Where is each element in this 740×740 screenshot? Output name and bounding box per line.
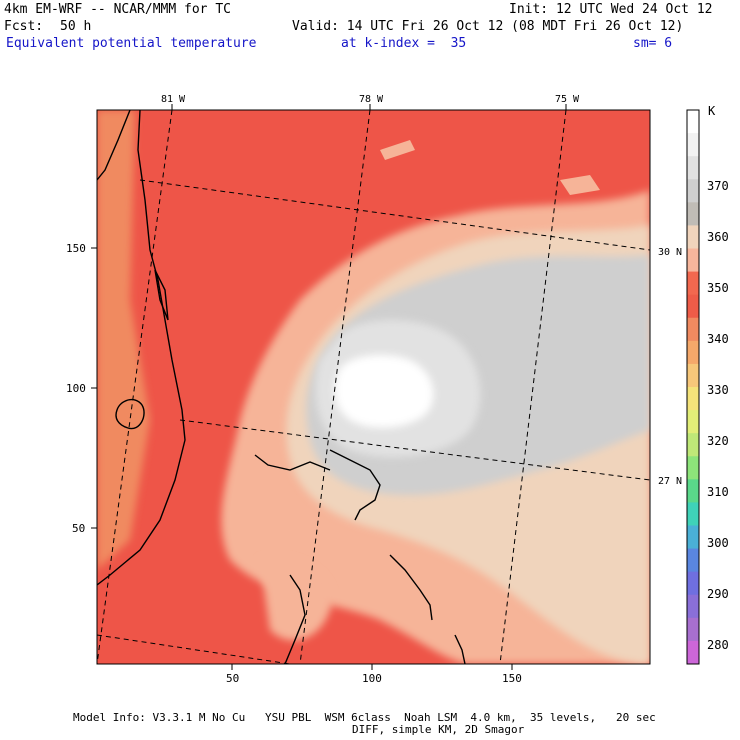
colorbar-swatch: [687, 202, 699, 226]
colorbar-swatch: [687, 294, 699, 319]
colorbar-frame: [686, 109, 700, 665]
colorbar-swatch: [687, 479, 699, 503]
valid-time: Valid: 14 UTC Fri 26 Oct 12 (08 MDT Fri …: [292, 19, 684, 34]
smoothing: sm= 6: [633, 36, 673, 51]
x-axis-ticks: [231, 664, 513, 670]
colorbar-swatch: [687, 133, 699, 157]
colorbar-swatch: [687, 617, 699, 642]
colorbar-label: 330: [707, 383, 729, 397]
colorbar-swatch: [687, 271, 699, 296]
coastlines: [97, 110, 466, 664]
model-info-line2: DIFF, simple KM, 2D Smagor: [352, 723, 525, 736]
colorbar-unit: K: [708, 104, 716, 118]
colorbar-swatch: [687, 433, 699, 457]
colorbar-label: 300: [707, 536, 729, 550]
init-time: Init: 12 UTC Wed 24 Oct 12: [509, 2, 713, 17]
colorbar-label: 370: [707, 179, 729, 193]
colorbar-labels: 370 360 350 340 330 320 310 300 290 280: [707, 179, 729, 652]
lon-label: 75 W: [555, 94, 580, 105]
colorbar-swatch: [687, 225, 699, 249]
colorbar-swatch: [687, 640, 699, 665]
colorbar-swatch: [687, 387, 699, 411]
field-name: Equivalent potential temperature: [6, 36, 257, 51]
colorbar-swatch: [687, 340, 699, 365]
y-tick-label: 50: [72, 522, 85, 535]
y-axis-ticks: [91, 247, 97, 529]
x-tick-label: 100: [362, 672, 382, 685]
colorbar-swatch: [687, 156, 699, 180]
x-tick-label: 150: [502, 672, 522, 685]
colorbar-swatch: [687, 456, 699, 480]
colorbar-swatch: [687, 525, 699, 550]
colorbar-label: 350: [707, 281, 729, 295]
y-tick-label: 150: [66, 242, 86, 255]
model-title: 4km EM-WRF -- NCAR/MMM for TC: [4, 2, 231, 17]
colorbar-swatch: [687, 571, 699, 596]
lat-label: 27 N: [658, 476, 682, 487]
colorbar-swatch: [687, 594, 699, 619]
colorbar-swatch: [687, 363, 699, 388]
colorbar-swatch: [687, 410, 699, 434]
colorbar-swatch: [687, 110, 699, 134]
lat-lon-grid: [97, 110, 650, 664]
colorbar-swatch: [687, 317, 699, 342]
forecast-label: Fcst:: [4, 19, 44, 34]
theta-e-field: [97, 110, 650, 664]
forecast-hour: 50 h: [60, 19, 92, 34]
colorbar-label: 340: [707, 332, 729, 346]
colorbar-label: 290: [707, 587, 729, 601]
lon-label: 78 W: [359, 94, 384, 105]
longitude-ticks: [171, 104, 567, 110]
plot-frame: [96, 109, 651, 665]
colorbar-label: 320: [707, 434, 729, 448]
colorbar: [686, 109, 700, 665]
lon-label: 81 W: [161, 94, 186, 105]
k-index: at k-index = 35: [341, 36, 467, 51]
y-tick-label: 100: [66, 382, 86, 395]
colorbar-label: 360: [707, 230, 729, 244]
colorbar-label: 310: [707, 485, 729, 499]
colorbar-swatch: [687, 179, 699, 203]
colorbar-label: 280: [707, 638, 729, 652]
colorbar-swatch: [687, 548, 699, 573]
colorbar-swatch: [687, 502, 699, 526]
colorbar-swatch: [687, 248, 699, 273]
x-tick-label: 50: [226, 672, 239, 685]
lat-label: 30 N: [658, 247, 682, 258]
model-info: Model Info: V3.3.1 M No Cu YSU PBL WSM 6…: [73, 711, 656, 724]
